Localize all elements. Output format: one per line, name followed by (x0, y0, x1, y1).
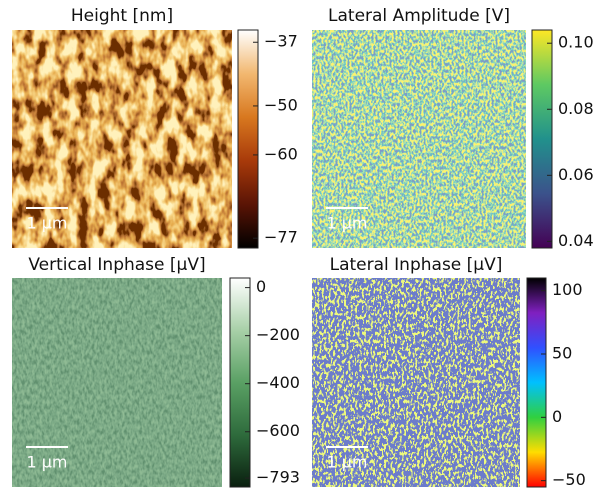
scale-bar-label: 1 μm (326, 214, 367, 233)
panel-title: Lateral Amplitude [V] (328, 6, 510, 26)
colorbar-tick-label: 0.08 (558, 99, 594, 118)
scale-bar-label: 1 μm (26, 214, 67, 233)
colorbar (526, 277, 547, 488)
afm-image (12, 30, 232, 248)
colorbar-tick-label: −600 (256, 421, 300, 440)
colorbar-tick-label: −50 (264, 95, 298, 114)
panel-title: Height [nm] (71, 6, 173, 26)
colorbar-tick-label: 0 (256, 277, 266, 296)
afm-image (312, 30, 526, 248)
colorbar-tick-label: 0.04 (558, 231, 594, 250)
colorbar (237, 29, 259, 249)
afm-image (312, 278, 520, 487)
colorbar-tick-label: −50 (552, 470, 586, 489)
colorbar-tick-label: −400 (256, 373, 300, 392)
colorbar-tick-label: −200 (256, 325, 300, 344)
scale-bar-label: 1 μm (26, 453, 67, 472)
afm-image (12, 278, 222, 487)
panel-title: Lateral Inphase [μV] (330, 255, 503, 275)
colorbar-tick-label: −77 (264, 228, 298, 247)
colorbar-tick-label: 0.10 (558, 33, 594, 52)
colorbar-tick-label: 100 (552, 280, 583, 299)
colorbar-tick-label: −37 (264, 32, 298, 51)
colorbar-tick-label: 0 (552, 407, 562, 426)
colorbar-tick-label: −60 (264, 144, 298, 163)
scale-bar-label: 1 μm (326, 453, 367, 472)
colorbar (531, 29, 553, 249)
colorbar-tick-label: −793 (256, 468, 300, 487)
panel-title: Vertical Inphase [μV] (28, 255, 205, 275)
colorbar (229, 277, 251, 488)
colorbar-tick-label: 0.06 (558, 165, 594, 184)
colorbar-tick-label: 50 (552, 344, 572, 363)
